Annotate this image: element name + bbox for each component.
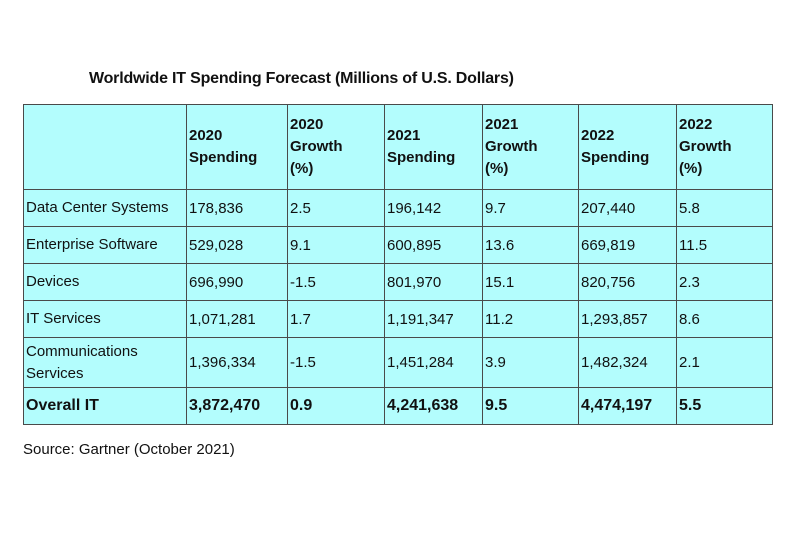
table-cell: 178,836 [186,189,288,227]
table-cell: 5.5 [676,387,773,425]
table-cell: 3.9 [482,337,579,388]
table-cell: 15.1 [482,263,579,301]
table-cell: 1,293,857 [578,300,677,338]
table-cell: -1.5 [287,337,385,388]
row-category: Enterprise Software [23,226,187,264]
table-cell: 600,895 [384,226,483,264]
table-cell: 2.3 [676,263,773,301]
row-category: Data Center Systems [23,189,187,227]
row-category: Devices [23,263,187,301]
table-cell: 196,142 [384,189,483,227]
header-cell-empty [23,104,187,190]
table-cell: 11.2 [482,300,579,338]
row-category: Overall IT [23,387,187,425]
table-cell: 820,756 [578,263,677,301]
table-cell: 11.5 [676,226,773,264]
table-cell: 9.7 [482,189,579,227]
table-cell: 0.9 [287,387,385,425]
header-cell: 2020 Spending [186,104,288,190]
table-row: Communications Services 1,396,334 -1.5 1… [23,337,773,388]
table-row: Devices 696,990 -1.5 801,970 15.1 820,75… [23,263,773,301]
header-cell: 2021 Spending [384,104,483,190]
table-cell: 2.5 [287,189,385,227]
table-row: Enterprise Software 529,028 9.1 600,895 … [23,226,773,264]
header-cell: 2021 Growth (%) [482,104,579,190]
table-cell: 2.1 [676,337,773,388]
table-row: IT Services 1,071,281 1.7 1,191,347 11.2… [23,300,773,338]
table-cell: 9.1 [287,226,385,264]
table-cell: 1,482,324 [578,337,677,388]
table-cell: 4,241,638 [384,387,483,425]
total-row: Overall IT 3,872,470 0.9 4,241,638 9.5 4… [23,387,773,425]
header-cell: 2020 Growth (%) [287,104,385,190]
row-category: Communications Services [23,337,187,388]
table-cell: 1,071,281 [186,300,288,338]
table-title: Worldwide IT Spending Forecast (Millions… [89,70,514,87]
table-cell: 5.8 [676,189,773,227]
source-note: Source: Gartner (October 2021) [23,441,235,458]
row-category: IT Services [23,300,187,338]
table-cell: 1,396,334 [186,337,288,388]
table-cell: 207,440 [578,189,677,227]
it-spending-table: 2020 Spending 2020 Growth (%) 2021 Spending … [23,104,773,425]
table-row: Data Center Systems 178,836 2.5 196,142 … [23,189,773,227]
table-cell: 8.6 [676,300,773,338]
table-cell: 4,474,197 [578,387,677,425]
table-cell: 1,451,284 [384,337,483,388]
table-cell: 669,819 [578,226,677,264]
table-cell: 13.6 [482,226,579,264]
table-cell: 9.5 [482,387,579,425]
table-cell: 529,028 [186,226,288,264]
header-cell: 2022 Spending [578,104,677,190]
table-cell: 801,970 [384,263,483,301]
table-cell: 1,191,347 [384,300,483,338]
table-cell: 696,990 [186,263,288,301]
table-cell: 1.7 [287,300,385,338]
table-cell: -1.5 [287,263,385,301]
table-cell: 3,872,470 [186,387,288,425]
header-cell: 2022 Growth (%) [676,104,773,190]
header-row: 2020 Spending 2020 Growth (%) 2021 Spending … [23,104,773,190]
